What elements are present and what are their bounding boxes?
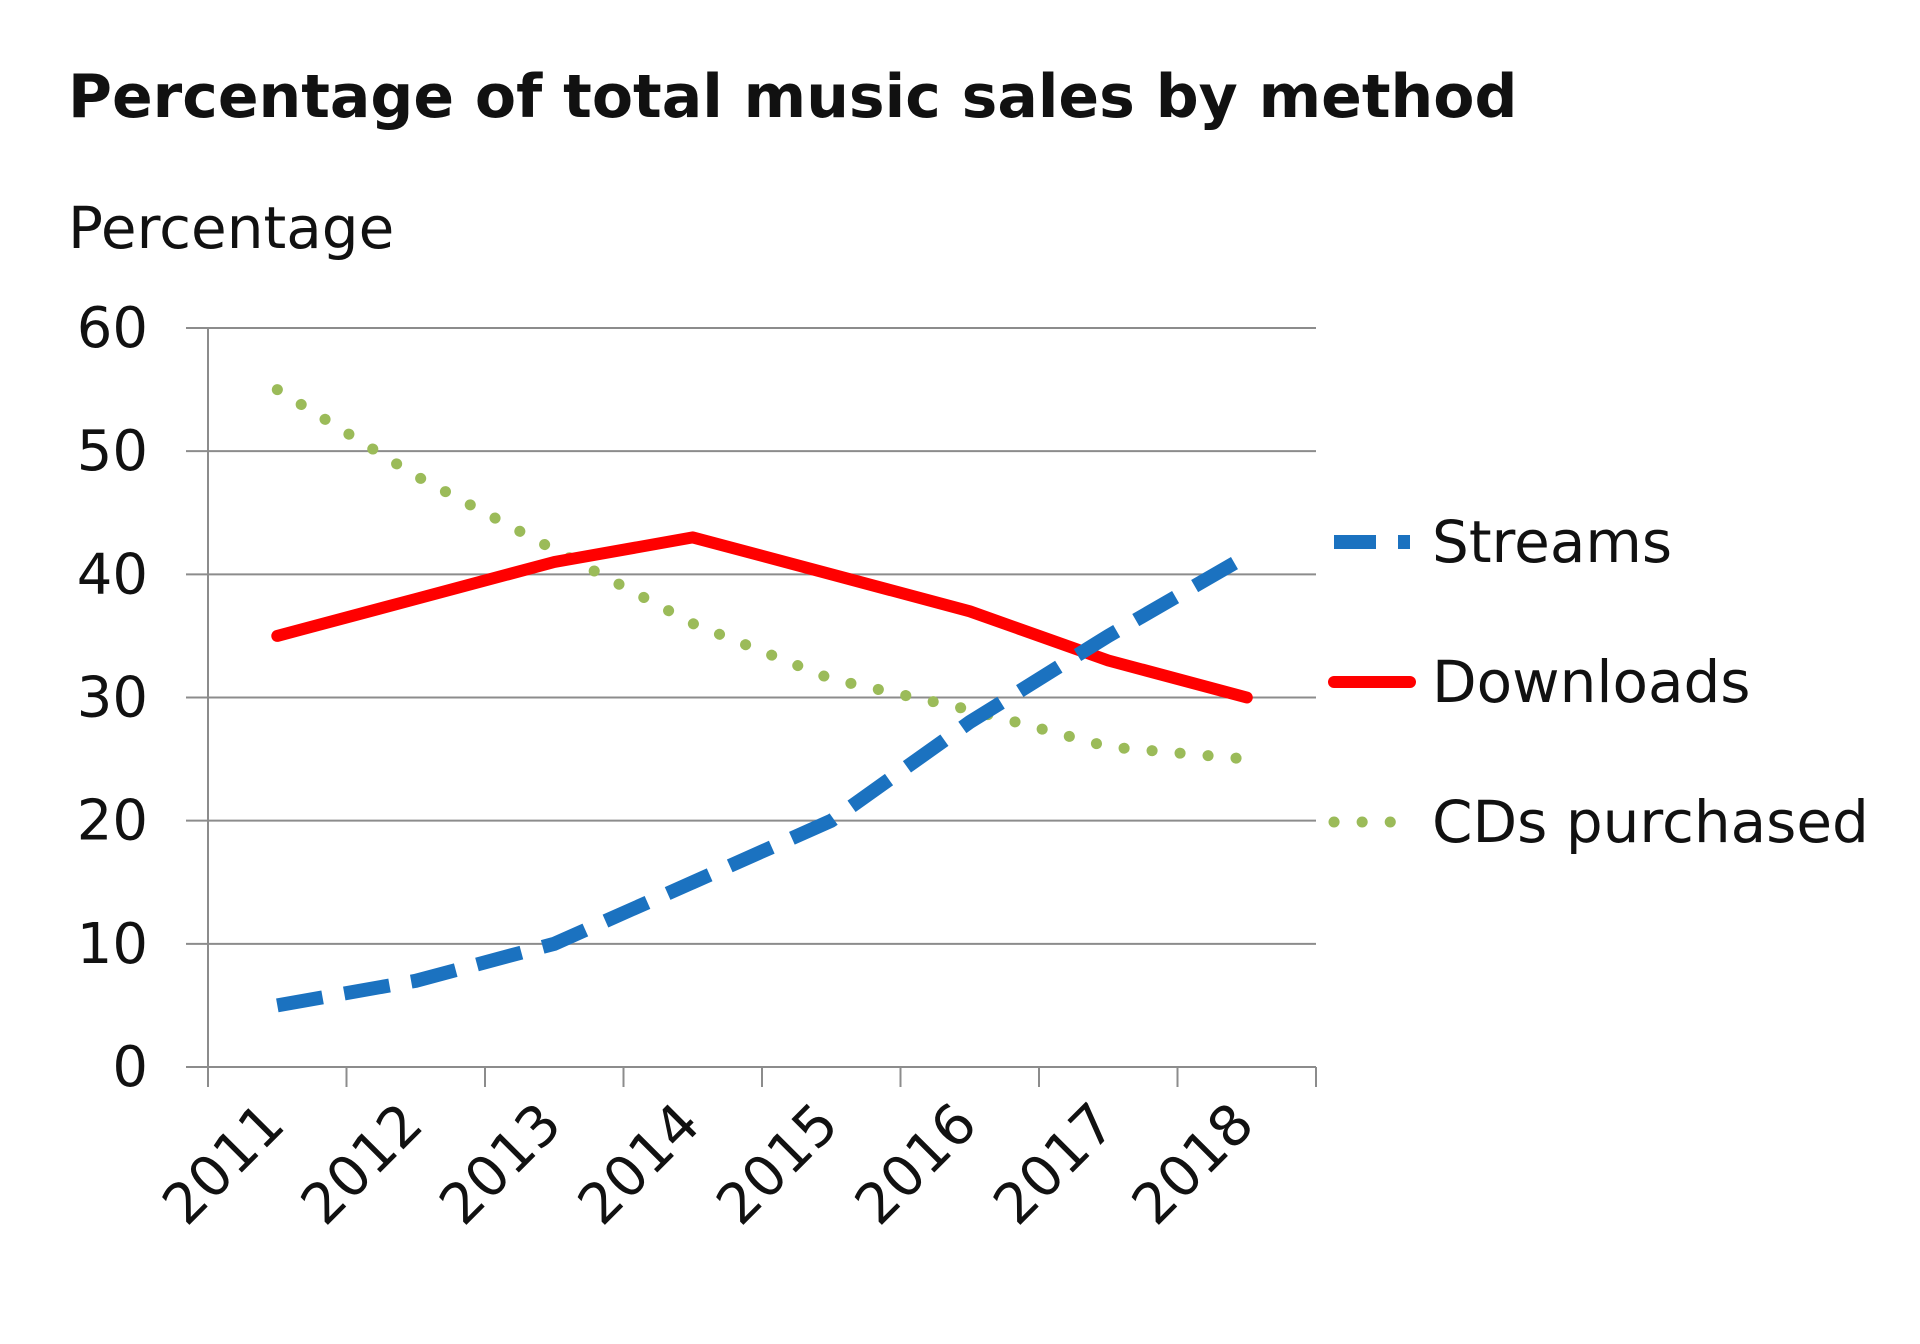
y-axis-title: Percentage xyxy=(68,194,394,262)
y-tick-label: 60 xyxy=(77,296,148,361)
legend-label: Downloads xyxy=(1432,648,1751,716)
y-axis-ticks: 0 10 20 30 40 50 60 xyxy=(77,296,208,1100)
legend-item-streams: Streams xyxy=(1334,508,1672,576)
x-tick-label: 2017 xyxy=(981,1091,1128,1238)
legend: Streams Downloads CDs purchased xyxy=(1328,508,1869,856)
y-tick-label: 30 xyxy=(77,666,148,731)
y-tick-label: 40 xyxy=(77,542,148,607)
x-tick-label: 2014 xyxy=(566,1091,713,1238)
legend-item-downloads: Downloads xyxy=(1328,648,1751,716)
legend-label: Streams xyxy=(1432,508,1672,576)
legend-item-cds-purchased: CDs purchased xyxy=(1328,788,1869,856)
legend-label: CDs purchased xyxy=(1432,788,1869,856)
y-tick-label: 10 xyxy=(77,912,148,977)
chart-title: Percentage of total music sales by metho… xyxy=(68,62,1518,132)
y-tick-label: 20 xyxy=(77,789,148,854)
y-tick-label: 0 xyxy=(112,1035,148,1100)
series-lines xyxy=(271,384,1253,1013)
x-tick-label: 2013 xyxy=(427,1091,574,1238)
series-line-streams xyxy=(276,549,1251,1013)
y-tick-label: 50 xyxy=(77,419,148,484)
x-tick-label: 2015 xyxy=(704,1091,851,1238)
x-tick-label: 2016 xyxy=(843,1091,990,1238)
x-tick-label: 2018 xyxy=(1120,1091,1267,1238)
x-tick-label: 2011 xyxy=(150,1091,297,1238)
x-tick-label: 2012 xyxy=(289,1091,436,1238)
series-line-downloads xyxy=(271,531,1253,704)
gridlines xyxy=(208,327,1316,945)
